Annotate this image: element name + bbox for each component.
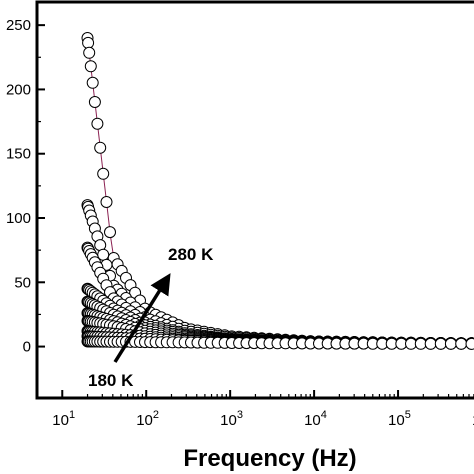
axis-layer: 101 102 103 104 105 106 250 200 150 100 50 0 bbox=[6, 17, 474, 429]
data-point bbox=[91, 117, 104, 130]
data-point bbox=[97, 167, 110, 180]
series-line bbox=[87, 37, 474, 344]
data-layer bbox=[81, 32, 474, 350]
y-tick-label: 250 bbox=[6, 17, 31, 34]
y-tick-label: 0 bbox=[23, 339, 31, 356]
data-point bbox=[104, 226, 116, 239]
data-point bbox=[83, 46, 96, 59]
data-point bbox=[82, 36, 95, 49]
data-point bbox=[94, 141, 107, 154]
annotation-180k: 180 K bbox=[88, 371, 134, 390]
trend-arrow bbox=[113, 273, 171, 363]
data-point bbox=[444, 337, 457, 350]
plot-frame bbox=[35, 0, 474, 400]
x-tick-label: 105 bbox=[388, 409, 411, 429]
annotation-layer: 180 K 280 K bbox=[88, 245, 214, 390]
y-tick-label: 200 bbox=[6, 81, 31, 98]
data-point bbox=[84, 60, 97, 73]
annotation-280k: 280 K bbox=[168, 245, 214, 264]
y-tick-label: 150 bbox=[6, 146, 31, 163]
x-axis-title: Frequency (Hz) bbox=[183, 445, 356, 472]
data-point bbox=[88, 96, 101, 108]
x-tick-label: 102 bbox=[136, 409, 159, 429]
series-10 bbox=[81, 335, 474, 350]
data-point bbox=[455, 337, 468, 350]
y-tick-label: 50 bbox=[14, 274, 31, 291]
x-tick-label: 106 bbox=[472, 409, 474, 429]
data-point bbox=[100, 196, 113, 208]
y-tick-label: 100 bbox=[6, 210, 31, 227]
data-point bbox=[424, 337, 437, 350]
data-point bbox=[434, 337, 447, 350]
x-tick-label: 103 bbox=[220, 409, 243, 429]
data-point bbox=[86, 76, 99, 89]
data-point bbox=[414, 337, 427, 350]
x-tick-label: 101 bbox=[52, 409, 75, 429]
x-tick-label: 104 bbox=[304, 409, 327, 429]
data-point bbox=[465, 337, 474, 350]
series-1 bbox=[81, 32, 474, 350]
